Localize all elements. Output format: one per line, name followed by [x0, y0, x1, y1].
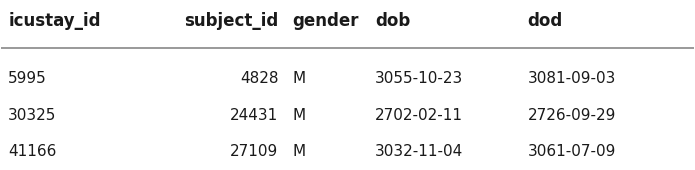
- Text: 3061-07-09: 3061-07-09: [528, 144, 616, 159]
- Text: subject_id: subject_id: [184, 12, 278, 30]
- Text: 30325: 30325: [8, 108, 57, 123]
- Text: 2702-02-11: 2702-02-11: [375, 108, 463, 123]
- Text: M: M: [292, 108, 305, 123]
- Text: 5995: 5995: [8, 71, 47, 86]
- Text: 3032-11-04: 3032-11-04: [375, 144, 464, 159]
- Text: gender: gender: [292, 12, 359, 30]
- Text: 3055-10-23: 3055-10-23: [375, 71, 464, 86]
- Text: 27109: 27109: [230, 144, 278, 159]
- Text: 41166: 41166: [8, 144, 57, 159]
- Text: M: M: [292, 71, 305, 86]
- Text: 24431: 24431: [230, 108, 278, 123]
- Text: 2726-09-29: 2726-09-29: [528, 108, 616, 123]
- Text: M: M: [292, 144, 305, 159]
- Text: 3081-09-03: 3081-09-03: [528, 71, 616, 86]
- Text: icustay_id: icustay_id: [8, 12, 101, 30]
- Text: 4828: 4828: [240, 71, 278, 86]
- Text: dob: dob: [375, 12, 411, 30]
- Text: dod: dod: [528, 12, 563, 30]
